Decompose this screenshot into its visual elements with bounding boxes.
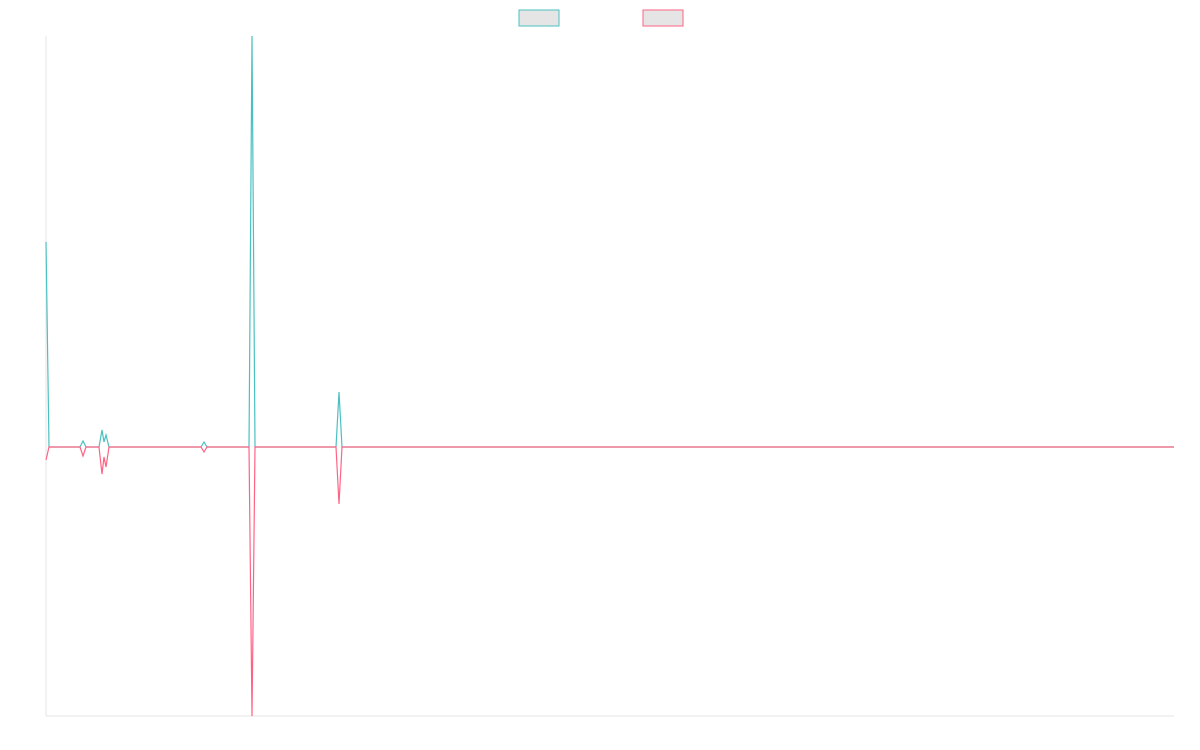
series-line xyxy=(45,446,1174,717)
legend-swatch[interactable] xyxy=(642,9,684,27)
series-line xyxy=(45,35,1174,448)
legend-swatch[interactable] xyxy=(518,9,560,27)
